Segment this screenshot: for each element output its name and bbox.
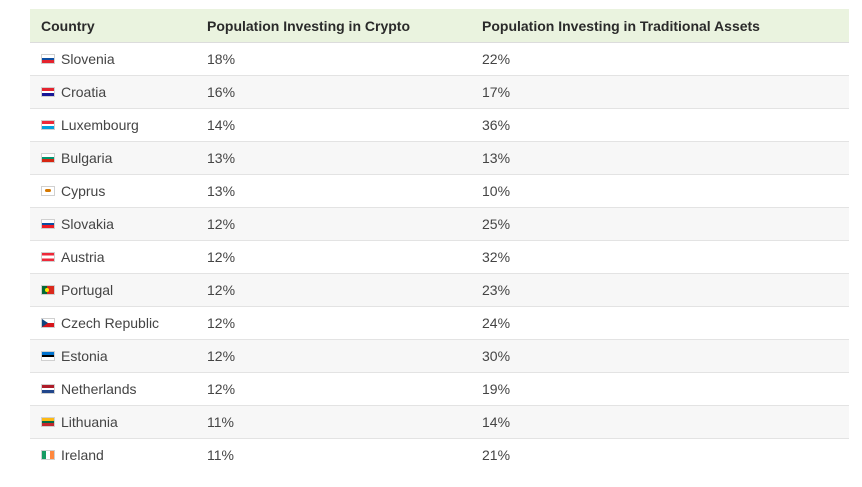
country-cell: Czech Republic [30,306,196,340]
traditional-cell: 32% [471,240,849,274]
table-row: Bulgaria 13% 13% [30,141,849,175]
traditional-cell: 19% [471,372,849,406]
traditional-cell: 24% [471,306,849,340]
country-cell: Luxembourg [30,108,196,142]
netherlands-flag-icon [41,384,55,394]
country-cell: Netherlands [30,372,196,406]
slovenia-flag-icon [41,54,55,64]
luxembourg-flag-icon [41,120,55,130]
country-cell: Austria [30,240,196,274]
crypto-cell: 11% [196,405,471,439]
country-cell: Ireland [30,439,196,472]
table-body: Slovenia 18% 22% Croatia 16% 17% Luxembo… [30,42,849,472]
country-cell: Slovakia [30,207,196,241]
table-row: Portugal 12% 23% [30,273,849,307]
traditional-cell: 14% [471,405,849,439]
header-row: Country Population Investing in Crypto P… [30,9,849,43]
country-cell: Estonia [30,339,196,373]
table-row: Luxembourg 14% 36% [30,108,849,142]
country-name: Ireland [61,447,104,463]
crypto-cell: 12% [196,273,471,307]
investment-table-container: Country Population Investing in Crypto P… [30,9,849,471]
crypto-cell: 16% [196,75,471,109]
country-name: Croatia [61,84,107,100]
country-cell: Lithuania [30,405,196,439]
slovakia-flag-icon [41,219,55,229]
country-name: Estonia [61,348,108,364]
table-row: Cyprus 13% 10% [30,174,849,208]
column-header-crypto[interactable]: Population Investing in Crypto [196,9,471,43]
country-name: Austria [61,249,105,265]
country-cell: Croatia [30,75,196,109]
crypto-cell: 12% [196,306,471,340]
croatia-flag-icon [41,87,55,97]
traditional-cell: 17% [471,75,849,109]
country-name: Netherlands [61,381,137,397]
country-name: Cyprus [61,183,106,199]
traditional-cell: 23% [471,273,849,307]
country-cell: Portugal [30,273,196,307]
crypto-cell: 12% [196,339,471,373]
crypto-cell: 11% [207,447,234,463]
crypto-cell: 13% [196,174,471,208]
traditional-cell: 30% [471,339,849,373]
country-name: Luxembourg [61,117,139,133]
table-row: Slovakia 12% 25% [30,207,849,241]
country-name: Czech Republic [61,315,160,331]
table-row: Estonia 12% 30% [30,339,849,373]
table-row: Ireland 11% 21% [30,439,849,472]
ireland-flag-icon [41,450,55,460]
portugal-flag-icon [41,285,55,295]
traditional-cell: 13% [471,141,849,175]
table-row: Netherlands 12% 19% [30,372,849,406]
table-header: Country Population Investing in Crypto P… [30,9,849,43]
estonia-flag-icon [41,351,55,361]
country-cell: Bulgaria [30,141,196,175]
crypto-cell: 18% [196,42,471,76]
czech-republic-flag-icon [41,318,55,328]
traditional-cell: 22% [471,42,849,76]
traditional-cell: 21% [482,447,511,463]
lithuania-flag-icon [41,417,55,427]
table-row: Slovenia 18% 22% [30,42,849,76]
crypto-cell: 12% [196,207,471,241]
country-cell: Cyprus [30,174,196,208]
table-row: Czech Republic 12% 24% [30,306,849,340]
column-header-country[interactable]: Country [30,9,196,43]
crypto-cell: 14% [196,108,471,142]
country-name: Portugal [61,282,114,298]
country-name: Slovakia [61,216,114,232]
country-name: Slovenia [61,51,115,67]
investment-table: Country Population Investing in Crypto P… [30,9,849,471]
austria-flag-icon [41,252,55,262]
table-row: Croatia 16% 17% [30,75,849,109]
traditional-cell: 25% [471,207,849,241]
crypto-cell: 12% [196,240,471,274]
country-name: Bulgaria [61,150,113,166]
column-header-traditional[interactable]: Population Investing in Traditional Asse… [471,9,849,43]
bulgaria-flag-icon [41,153,55,163]
cyprus-flag-icon [41,186,55,196]
crypto-cell: 13% [196,141,471,175]
country-cell: Slovenia [30,42,196,76]
table-row: Lithuania 11% 14% [30,405,849,439]
country-name: Lithuania [61,414,118,430]
traditional-cell: 10% [471,174,849,208]
crypto-cell: 12% [196,372,471,406]
table-row: Austria 12% 32% [30,240,849,274]
traditional-cell: 36% [471,108,849,142]
